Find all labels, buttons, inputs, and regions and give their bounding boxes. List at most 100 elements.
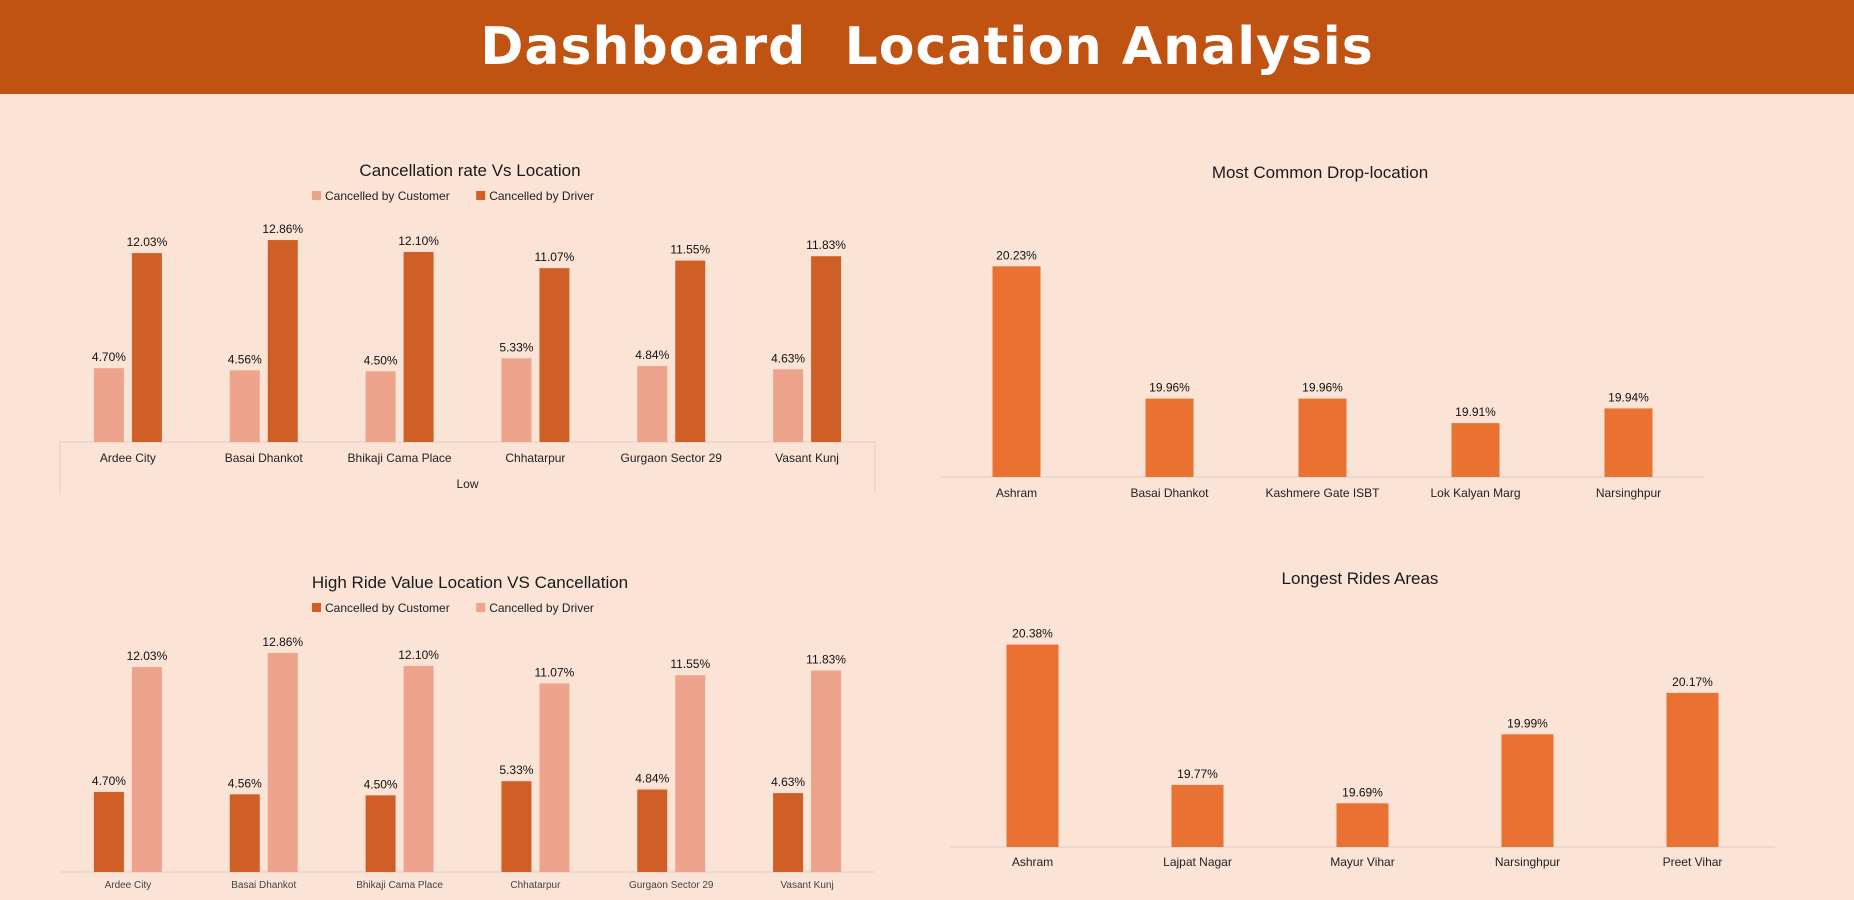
longest-rides-data-label: 19.69% [1342,785,1383,799]
longest-rides-category-label: Lajpat Nagar [1163,855,1232,869]
longest-rides-title: Longest Rides Areas [1282,569,1439,588]
high-ride-value-category-label: Basai Dhankot [231,880,296,891]
cancellation-rate-data-label: 4.50% [364,353,398,367]
high-ride-value-bar [131,667,162,872]
cancellation-rate-category-label: Vasant Kunj [775,451,839,465]
longest-rides-data-label: 20.38% [1012,627,1053,641]
longest-rides-data-label: 19.77% [1177,767,1218,781]
drop-location-data-label: 19.91% [1455,405,1496,419]
longest-rides-chart: Longest Rides Areas 20.38% Ashram 19.77% Laj… [945,560,1775,880]
high-ride-value-bar [229,794,260,872]
cancellation-rate-x-axis-label: Low [456,477,478,491]
high-ride-value-data-label: 4.56% [228,776,262,790]
legend-swatch [476,603,486,612]
drop-location-bar [1145,398,1194,477]
longest-rides-bar [1006,644,1059,847]
high-ride-value-bar [267,652,298,872]
cancellation-rate-data-label: 4.70% [92,350,126,364]
legend-label: Cancelled by Customer [325,189,450,203]
cancellation-rate-legend-cancelled-by-driver: Cancelled by Driver [476,189,594,203]
cancellation-rate-data-label: 4.84% [635,348,669,362]
cancellation-rate-legend-cancelled-by-customer: Cancelled by Customer [312,189,450,203]
high-ride-value-data-label: 11.55% [670,657,710,671]
cancellation-rate-data-label: 5.33% [499,340,533,354]
drop-location-category-label: Basai Dhankot [1130,486,1209,500]
high-ride-value-bar [675,675,706,872]
cancellation-rate-bar [403,251,434,442]
drop-location-bar [1298,398,1347,477]
high-ride-value-bar [93,791,124,872]
longest-rides-category-label: Ashram [1012,855,1053,869]
cancellation-rate-bar [267,240,298,442]
high-ride-value-category-label: Bhikaji Cama Place [356,880,443,891]
high-ride-value-legend-cancelled-by-driver: Cancelled by Driver [476,601,594,615]
legend-label: Cancelled by Driver [489,189,594,203]
high-ride-value-title: High Ride Value Location VS Cancellation [312,573,628,592]
high-ride-value-data-label: 4.50% [364,777,398,791]
page-title: Dashboard Location Analysis [480,17,1374,77]
drop-location-data-label: 20.23% [996,248,1037,262]
high-ride-value-data-label: 12.86% [262,635,303,649]
cancellation-rate-data-label: 12.86% [262,222,303,236]
cancellation-rate-data-label: 4.56% [228,352,262,366]
cancellation-rate-category-label: Basai Dhankot [225,451,304,465]
drop-location-bar [1604,408,1653,477]
cancellation-rate-data-label: 12.10% [398,234,439,248]
longest-rides-bar [1336,803,1389,847]
drop-location-chart: Most Common Drop-location 20.23% Ashram 19.… [930,150,1710,505]
high-ride-value-data-label: 4.70% [92,774,126,788]
drop-location-category-label: Kashmere Gate ISBT [1265,486,1380,500]
legend-label: Cancelled by Driver [489,601,594,615]
drop-location-category-label: Narsinghpur [1596,486,1661,500]
longest-rides-data-label: 20.17% [1672,675,1713,689]
high-ride-value-category-label: Ardee City [105,880,152,891]
high-ride-value-data-label: 4.63% [771,775,805,789]
drop-location-category-label: Lok Kalyan Marg [1430,486,1520,500]
longest-rides-category-label: Narsinghpur [1495,855,1560,869]
longest-rides-data-label: 19.99% [1507,716,1548,730]
cancellation-rate-bar [365,371,396,442]
cancellation-rate-category-label: Ardee City [100,451,156,465]
cancellation-rate-data-label: 11.07% [535,250,575,264]
high-ride-value-category-label: Chhatarpur [510,880,561,891]
cancellation-rate-bar [675,260,706,442]
high-ride-value-bar [773,793,804,872]
cancellation-rate-data-label: 4.63% [771,351,805,365]
longest-rides-bar [1171,784,1224,847]
legend-label: Cancelled by Customer [325,601,450,615]
high-ride-value-bar [365,795,396,872]
cancellation-rate-bar [773,369,804,442]
drop-location-category-label: Ashram [996,486,1037,500]
cancellation-rate-bar [501,358,532,442]
cancellation-rate-bar [539,268,570,442]
cancellation-rate-title: Cancellation rate Vs Location [359,161,580,180]
longest-rides-bar [1666,692,1719,847]
cancellation-rate-data-label: 11.55% [670,243,710,257]
high-ride-value-bar [539,683,570,872]
legend-swatch [312,191,321,200]
cancellation-rate-chart: Cancellation rate Vs Location Cancelled b… [50,150,890,495]
cancellation-rate-bar [637,365,668,442]
legend-swatch [312,603,321,612]
cancellation-rate-category-label: Bhikaji Cama Place [348,451,452,465]
header-banner: Dashboard Location Analysis [0,0,1854,94]
high-ride-value-bar [403,665,434,872]
longest-rides-bar [1501,734,1554,847]
high-ride-value-data-label: 11.83% [806,652,846,666]
cancellation-rate-bar [229,370,260,442]
legend-swatch [476,191,486,200]
high-ride-value-data-label: 12.10% [398,648,439,662]
drop-location-bar [1451,423,1500,477]
high-ride-value-bar [637,789,668,872]
cancellation-rate-category-label: Chhatarpur [505,451,565,465]
cancellation-rate-bar [811,256,842,442]
high-ride-value-data-label: 12.03% [127,649,168,663]
cancellation-rate-category-label: Gurgaon Sector 29 [621,451,723,465]
high-ride-value-bar [811,670,842,872]
drop-location-title: Most Common Drop-location [1212,163,1428,182]
high-ride-value-data-label: 11.07% [535,665,575,679]
high-ride-value-legend-cancelled-by-customer: Cancelled by Customer [312,601,450,615]
cancellation-rate-data-label: 11.83% [806,238,846,252]
longest-rides-category-label: Mayur Vihar [1330,855,1394,869]
cancellation-rate-bar [131,253,162,442]
